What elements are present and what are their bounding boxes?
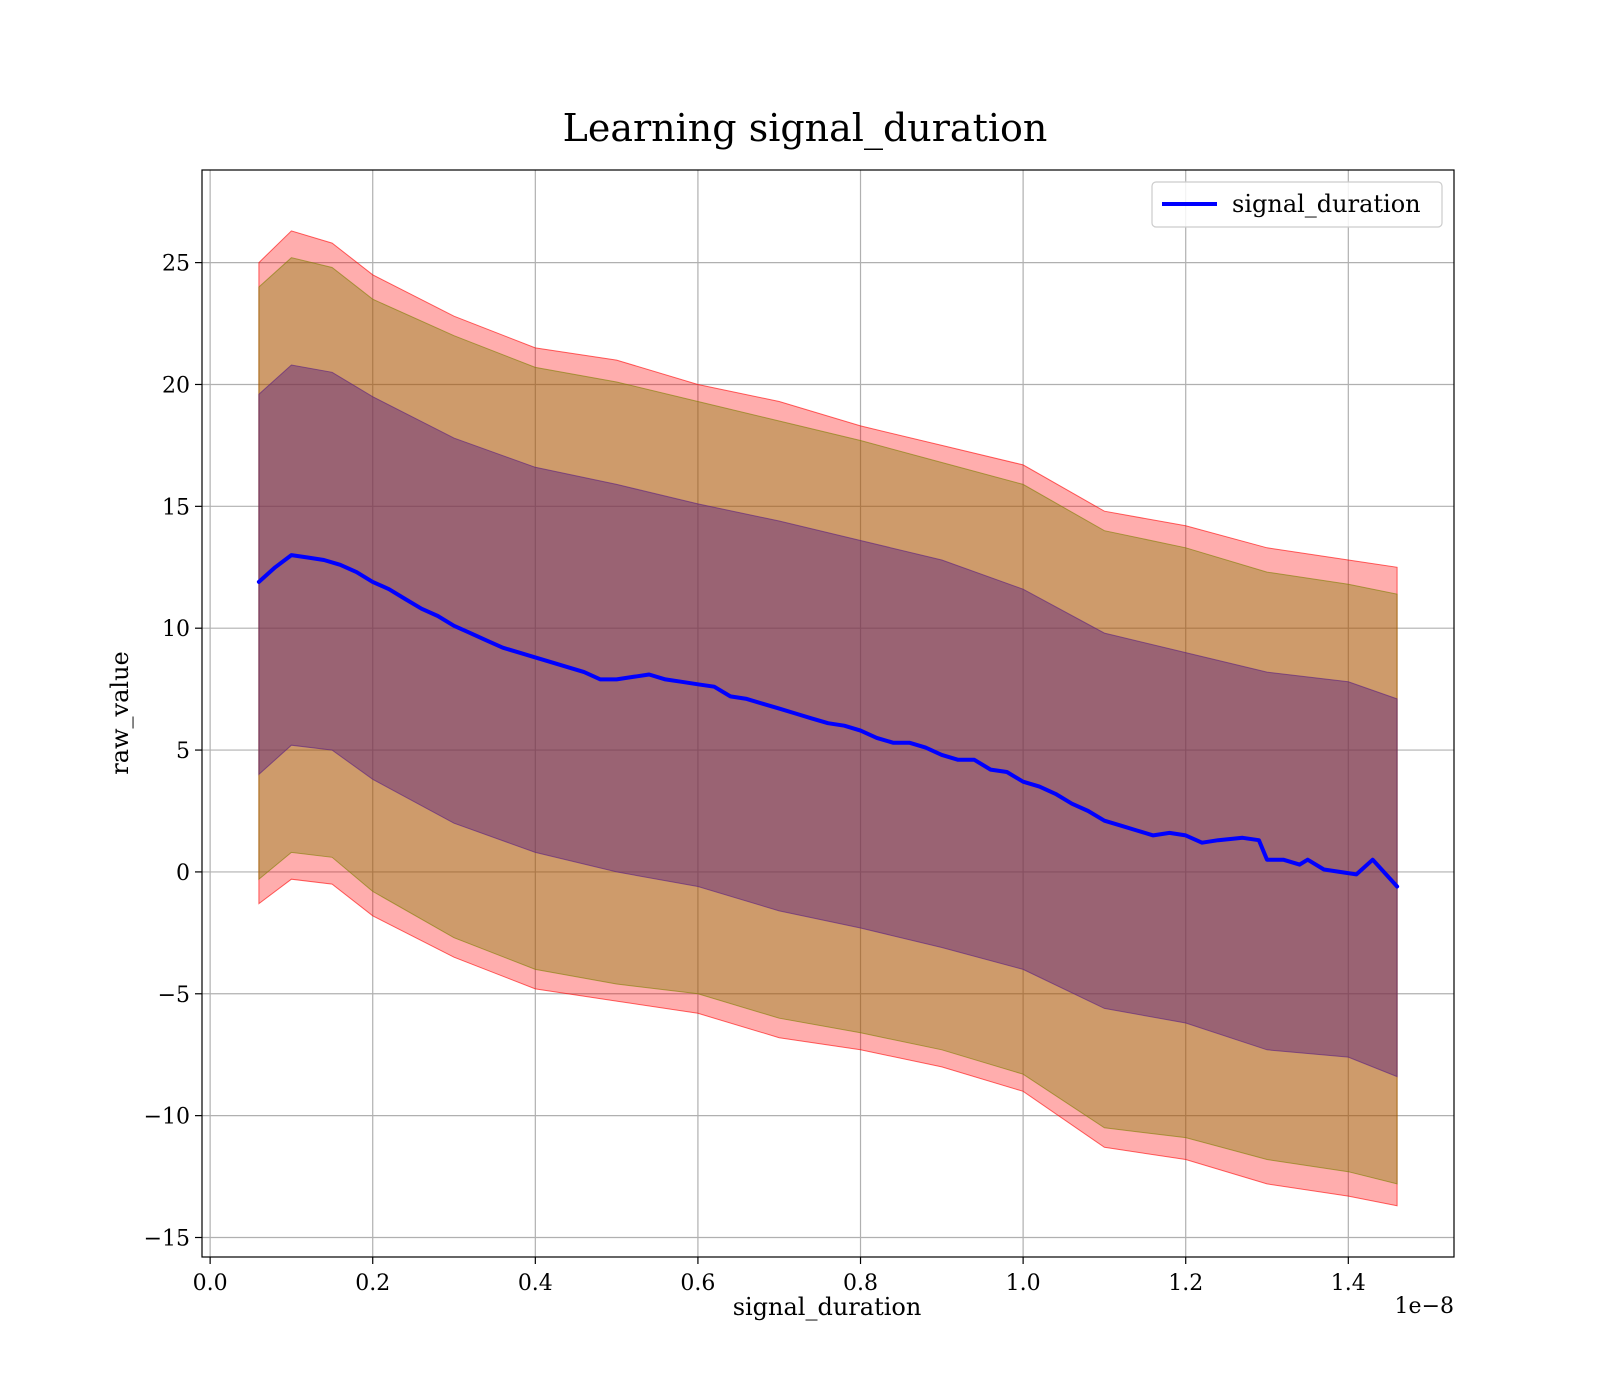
series-line-signal-duration <box>256 553 1400 889</box>
legend-entry-signal-duration: signal_duration <box>1232 190 1421 218</box>
y-tick-label: 15 <box>162 495 190 520</box>
legend: signal_duration <box>1151 181 1443 228</box>
y-tick-label: 5 <box>176 739 190 764</box>
bands <box>258 230 1398 1207</box>
x-tick-label: 1.4 <box>1331 1271 1366 1296</box>
x-axis-label: signal_duration <box>733 1293 922 1321</box>
band-middle <box>258 257 1398 1185</box>
x-tick-label: 1.2 <box>1168 1271 1203 1296</box>
y-tick-label: −15 <box>144 1227 190 1252</box>
y-axis-label: raw_value <box>106 651 134 775</box>
legend-box <box>1151 181 1443 228</box>
x-tick-label: 0.6 <box>680 1271 715 1296</box>
y-tick-label: 20 <box>162 373 190 398</box>
x-tick-label: 0.2 <box>355 1271 390 1296</box>
y-tick-label: 0 <box>176 861 190 886</box>
series <box>256 553 1400 889</box>
chart-title: Learning signal_duration <box>563 106 1048 151</box>
y-tick-label: −10 <box>144 1105 190 1130</box>
x-tick-label: 0.8 <box>843 1271 878 1296</box>
band-outer <box>258 230 1398 1207</box>
y-axis-ticks: −15 −10 −5 0 5 10 15 20 25 <box>144 252 202 1252</box>
x-axis-ticks: 0.0 0.2 0.4 0.6 0.8 1.0 1.2 1.4 <box>193 1257 1366 1296</box>
plot-frame <box>201 169 1455 1258</box>
x-tick-label: 0.0 <box>193 1271 228 1296</box>
x-tick-label: 0.4 <box>518 1271 553 1296</box>
band-inner <box>258 364 1398 1078</box>
y-tick-label: 10 <box>162 617 190 642</box>
grid <box>202 170 1454 1257</box>
y-tick-label: 25 <box>162 252 190 277</box>
y-tick-label: −5 <box>158 983 190 1008</box>
x-tick-label: 1.0 <box>1006 1271 1041 1296</box>
x-offset-label: 1e−8 <box>1395 1294 1454 1319</box>
